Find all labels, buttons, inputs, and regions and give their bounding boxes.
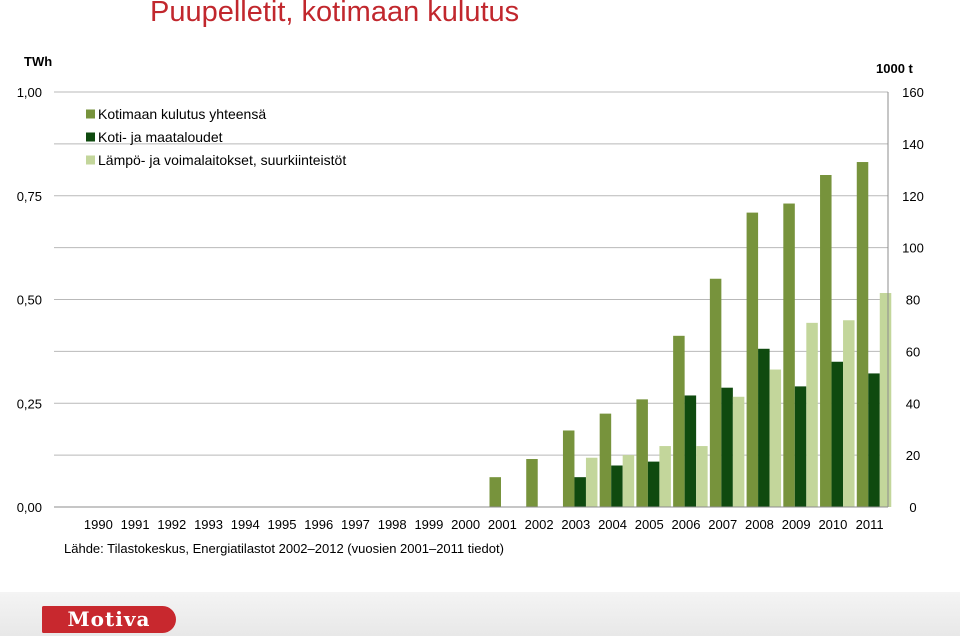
bar [647,461,660,507]
y-left-tick-label: 0,50 [17,293,42,308]
bar [843,320,855,507]
y-right-tick-label: 120 [902,189,924,204]
bar [659,446,671,507]
chart-legend: Kotimaan kulutus yhteensä Koti- ja maatal… [86,106,346,168]
y-right-tick-label: 60 [906,344,920,359]
x-tick-label: 1995 [268,517,297,532]
x-tick-label: 2010 [818,517,847,532]
bar [831,361,844,507]
bar [794,386,807,507]
bar [769,369,782,507]
x-tick-label: 1998 [378,517,407,532]
bar [721,387,733,507]
x-tick-label: 2009 [782,517,811,532]
y-right-tick-label: 100 [902,241,924,256]
bar [622,455,635,507]
y-right-tick-label: 80 [906,293,920,308]
x-tick-label: 2004 [598,517,627,532]
chart-bars [489,162,892,507]
bar [574,477,586,507]
x-tick-label: 2003 [561,517,590,532]
x-tick-label: 2011 [856,517,884,532]
x-tick-label: 1991 [121,517,150,532]
y-right-tick-label: 0 [909,500,916,515]
x-tick-label: 2007 [708,517,737,532]
bar [684,395,697,507]
pellet-consumption-chart: 1,00 0,75 0,50 0,25 0,00 160 140 120 100 80 60 40 20… [17,54,924,532]
bar [599,413,612,507]
legend-swatch [86,132,95,142]
bar [758,348,770,507]
legend-swatch [86,155,95,165]
x-tick-label: 1992 [157,517,186,532]
chart-axes: 1,00 0,75 0,50 0,25 0,00 160 140 120 100 80 60 40 20… [17,54,924,532]
bar [526,459,538,507]
x-tick-label: 2002 [525,517,554,532]
y-right-tick-label: 40 [906,396,920,411]
legend-label: Koti- ja maataloudet [98,129,223,145]
y-right-tick-label: 160 [902,85,924,100]
bar [856,162,869,507]
x-tick-label: 1990 [84,517,113,532]
bar [746,212,759,507]
x-tick-label: 1993 [194,517,223,532]
x-tick-label: 2005 [635,517,664,532]
legend-label: Lämpö- ja voimalaitokset, suurkiinteistö… [98,152,346,168]
bar [709,278,722,507]
bar [732,396,745,507]
legend-swatch [86,109,95,119]
bar [879,293,892,507]
bar [489,477,501,507]
source-note: Lähde: Tilastokeskus, Energiatilastot 20… [64,541,504,556]
x-tick-label: 1996 [304,517,333,532]
bar [611,465,623,507]
bar [636,399,648,507]
y-right-tick-label: 140 [902,137,924,152]
y-left-tick-label: 0,25 [17,396,42,411]
bar [673,335,685,507]
x-tick-label: 2006 [672,517,701,532]
bar [806,322,818,507]
x-tick-label: 1994 [231,517,260,532]
y-right-tick-label: 20 [906,448,920,463]
x-tick-label: 2008 [745,517,774,532]
motiva-logo: Motiva [42,606,176,633]
bar [783,203,795,507]
y-left-unit-label: TWh [24,54,52,69]
legend-label: Kotimaan kulutus yhteensä [98,106,266,122]
y-left-tick-label: 1,00 [17,85,42,100]
bar [585,457,598,507]
bar [696,446,708,507]
x-tick-label: 1997 [341,517,370,532]
y-left-tick-label: 0,75 [17,189,42,204]
slide-title: Puupelletit, kotimaan kulutus [150,0,520,28]
bar [820,175,832,507]
x-tick-label: 2000 [451,517,480,532]
y-right-unit-label: 1000 t [876,61,914,76]
x-tick-label: 1999 [414,517,443,532]
x-tick-label: 2001 [488,517,517,532]
bar [868,373,880,507]
y-left-tick-label: 0,00 [17,500,42,515]
bar [562,430,575,507]
